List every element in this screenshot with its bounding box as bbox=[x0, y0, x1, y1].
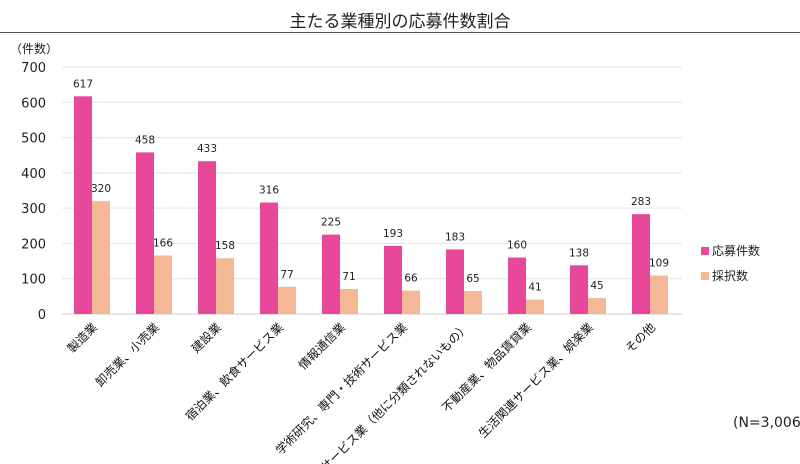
data-label: 71 bbox=[342, 271, 355, 283]
bar-applications bbox=[508, 257, 526, 314]
legend-label: 応募件数 bbox=[712, 243, 760, 258]
data-label: 158 bbox=[215, 240, 235, 252]
legend-swatch bbox=[701, 247, 709, 255]
bar-applications bbox=[136, 152, 154, 314]
data-label: 41 bbox=[528, 282, 541, 294]
x-tick-label: 生活関連サービス業、娯楽業 bbox=[476, 320, 596, 440]
data-label: 138 bbox=[569, 247, 589, 259]
bar-adopted bbox=[650, 275, 668, 314]
y-tick-label: 300 bbox=[21, 202, 46, 217]
y-tick-label: 600 bbox=[21, 96, 46, 111]
bar-adopted bbox=[464, 291, 482, 314]
bar-applications bbox=[74, 96, 92, 314]
legend-label: 採択数 bbox=[712, 268, 748, 283]
data-label: 65 bbox=[466, 273, 479, 285]
bar-applications bbox=[322, 234, 340, 314]
bar-applications bbox=[570, 265, 588, 314]
data-label: 66 bbox=[404, 273, 418, 285]
x-tick-label: 建設業 bbox=[188, 320, 224, 356]
x-tick-label: その他 bbox=[623, 320, 658, 355]
bar-adopted bbox=[340, 288, 358, 314]
data-label: 225 bbox=[321, 217, 341, 229]
x-tick-label: 情報通信業 bbox=[296, 320, 348, 372]
data-label: 458 bbox=[135, 134, 155, 146]
bar-adopted bbox=[588, 298, 606, 314]
bar-adopted bbox=[278, 286, 296, 314]
legend-swatch bbox=[701, 272, 709, 280]
data-label: 433 bbox=[197, 143, 217, 155]
x-tick-label: 学術研究、専門・技術サービス業 bbox=[272, 320, 410, 458]
y-tick-label: 400 bbox=[21, 167, 46, 182]
y-tick-label: 100 bbox=[21, 273, 46, 288]
sample-size-note: (N=3,006) bbox=[733, 415, 800, 431]
bar-adopted bbox=[92, 201, 110, 314]
bar-adopted bbox=[216, 258, 234, 314]
data-label: 193 bbox=[383, 228, 403, 240]
data-label: 316 bbox=[259, 184, 279, 196]
bar-applications bbox=[446, 249, 464, 314]
bar-adopted bbox=[402, 290, 420, 314]
chart-title: 主たる業種別の応募件数割合 bbox=[289, 12, 511, 32]
data-label: 183 bbox=[445, 231, 465, 243]
bar-applications bbox=[260, 202, 278, 314]
y-tick-label: 0 bbox=[38, 308, 46, 323]
bar-adopted bbox=[526, 299, 544, 314]
bar-applications bbox=[632, 214, 650, 314]
x-tick-label: 宿泊業、飲食サービス業 bbox=[182, 320, 286, 424]
y-tick-label: 700 bbox=[21, 61, 46, 76]
y-axis-label: （件数） bbox=[10, 42, 59, 56]
y-tick-label: 200 bbox=[21, 237, 46, 252]
y-tick-label: 500 bbox=[21, 132, 46, 147]
bar-adopted bbox=[154, 255, 172, 314]
data-label: 45 bbox=[590, 280, 603, 292]
data-label: 283 bbox=[631, 196, 651, 208]
data-label: 617 bbox=[73, 78, 93, 90]
bar-applications bbox=[384, 245, 402, 314]
title-underline bbox=[0, 32, 800, 33]
x-tick-label: 卸売業、小売業 bbox=[92, 320, 162, 390]
bar-applications bbox=[198, 161, 216, 314]
data-label: 160 bbox=[507, 240, 527, 252]
data-label: 77 bbox=[280, 269, 293, 281]
data-label: 320 bbox=[91, 183, 111, 195]
x-tick-label: 製造業 bbox=[65, 320, 100, 355]
data-label: 166 bbox=[153, 237, 173, 249]
data-label: 109 bbox=[649, 258, 669, 270]
